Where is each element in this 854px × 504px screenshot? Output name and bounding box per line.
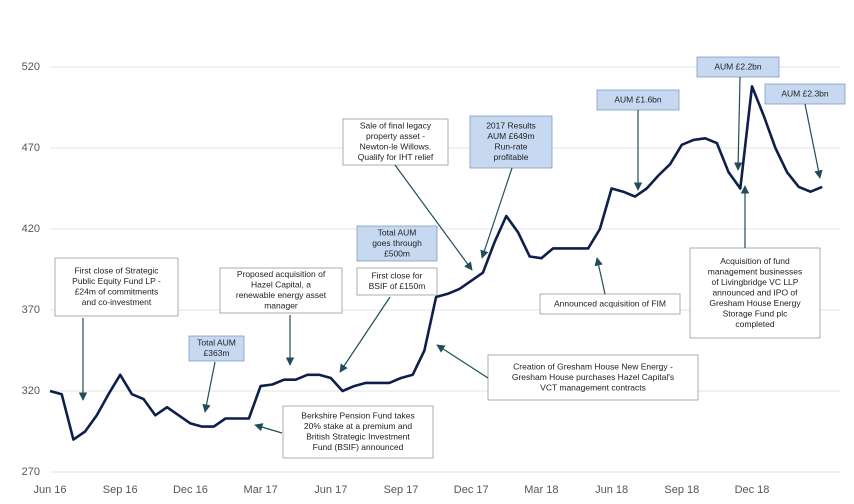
annotation-arrow bbox=[594, 257, 606, 295]
annotation-box bbox=[342, 118, 449, 166]
annotation-text: Total AUM bbox=[378, 227, 417, 237]
annotation-text: Hazel Capital, a bbox=[251, 280, 311, 290]
annotation-box bbox=[469, 115, 553, 169]
annotation-text: goes through bbox=[372, 238, 422, 248]
annotation-box bbox=[487, 354, 699, 401]
annotation-text: £500m bbox=[384, 248, 410, 258]
annotation-text: Run-rate bbox=[494, 142, 527, 152]
annotation-text: £24m of commitments bbox=[75, 287, 159, 297]
x-tick-label: Mar 18 bbox=[524, 484, 558, 496]
annotation-text: AUM £2.2bn bbox=[714, 61, 762, 71]
annotation-text: completed bbox=[735, 319, 774, 329]
annotation-box bbox=[356, 225, 438, 262]
annotation-text: management businesses bbox=[708, 266, 803, 276]
annotation: AUM £2.2bn bbox=[696, 56, 780, 171]
y-tick-label: 520 bbox=[22, 61, 40, 73]
x-tick-label: Sep 16 bbox=[103, 484, 138, 496]
annotation-text: Berkshire Pension Fund takes bbox=[301, 411, 414, 421]
annotation-text: profitable bbox=[494, 152, 529, 162]
annotation-text: Gresham House purchases Hazel Capital's bbox=[512, 372, 674, 382]
annotation-text: Total AUM bbox=[197, 338, 236, 348]
annotation-text: Storage Fund plc bbox=[723, 308, 788, 318]
annotation-box bbox=[689, 247, 821, 339]
annotation-text: and co-investment bbox=[82, 297, 152, 307]
annotation-text: Public Equity Fund LP - bbox=[72, 276, 161, 286]
annotation-arrow bbox=[202, 361, 216, 413]
annotation-box bbox=[188, 335, 245, 362]
annotation-box bbox=[696, 56, 780, 78]
annotation-box bbox=[219, 267, 343, 314]
x-tick-label: Sep 17 bbox=[384, 484, 419, 496]
annotation-text: Announced acquisition of FIM bbox=[554, 298, 666, 308]
x-tick-label: Jun 18 bbox=[595, 484, 628, 496]
data-line bbox=[49, 85, 823, 441]
annotation-text: £363m bbox=[204, 348, 230, 358]
annotation-arrow bbox=[339, 296, 391, 373]
annotation-arrow bbox=[254, 423, 283, 434]
x-tick-label: Dec 16 bbox=[173, 484, 208, 496]
annotation-arrow bbox=[480, 167, 513, 259]
y-tick-label: 420 bbox=[22, 223, 40, 235]
annotation-text: property asset - bbox=[366, 131, 425, 141]
annotation-text: BSIF of £150m bbox=[369, 281, 426, 291]
annotation: Creation of Gresham House New Energy -Gr… bbox=[436, 344, 699, 401]
annotation-text: manager bbox=[264, 301, 298, 311]
x-tick-label: Dec 18 bbox=[735, 484, 770, 496]
annotation-text: First close for bbox=[371, 271, 422, 281]
annotation: AUM £1.6bn bbox=[596, 89, 680, 191]
annotation-box bbox=[356, 267, 438, 296]
annotation-text: VCT management contracts bbox=[540, 382, 646, 392]
annotation-box bbox=[539, 293, 681, 315]
annotation-text: Creation of Gresham House New Energy - bbox=[513, 361, 673, 371]
annotation-text: renewable energy asset bbox=[236, 290, 327, 300]
annotation-text: AUM £1.6bn bbox=[614, 94, 662, 104]
annotation-arrow bbox=[804, 103, 823, 179]
annotation-text: British Strategic Investment bbox=[306, 432, 410, 442]
annotation-box bbox=[54, 257, 179, 317]
annotation-text: of Livingbridge VC LLP bbox=[712, 277, 799, 287]
annotation-arrow bbox=[436, 344, 489, 379]
annotation: AUM £2.3bn bbox=[764, 83, 846, 179]
annotation: Announced acquisition of FIM bbox=[539, 257, 681, 315]
x-tick-label: Jun 16 bbox=[33, 484, 66, 496]
annotation-text: announced and IPO of bbox=[712, 287, 798, 297]
x-tick-label: Dec 17 bbox=[454, 484, 489, 496]
annotation-text: 2017 Results bbox=[486, 121, 536, 131]
annotation-arrow bbox=[733, 76, 743, 171]
annotation-text: Qualify for IHT relief bbox=[358, 152, 434, 162]
annotation-text: Sale of final legacy bbox=[360, 121, 432, 131]
annotation-text: AUM £2.3bn bbox=[781, 88, 829, 98]
annotation-arrow bbox=[394, 164, 473, 271]
annotation: Total AUM£363m bbox=[188, 335, 245, 413]
annotation-text: Acquisition of fund bbox=[720, 256, 790, 266]
annotation-text: Fund (BSIF) announced bbox=[313, 442, 404, 452]
annotation-text: 20% stake at a premium and bbox=[304, 421, 412, 431]
x-tick-label: Jun 17 bbox=[314, 484, 347, 496]
annotation-text: Proposed acquisition of bbox=[237, 269, 326, 279]
annotation-text: Gresham House Energy bbox=[709, 298, 801, 308]
annotation-text: AUM £649m bbox=[487, 131, 534, 141]
annotation-text: Newton-le Willows. bbox=[360, 142, 432, 152]
y-tick-label: 320 bbox=[22, 385, 40, 397]
annotation-box bbox=[282, 405, 434, 459]
y-tick-label: 270 bbox=[22, 466, 40, 478]
annotation-text: First close of Strategic bbox=[74, 266, 159, 276]
x-tick-label: Mar 17 bbox=[243, 484, 277, 496]
y-tick-label: 370 bbox=[22, 304, 40, 316]
x-tick-label: Sep 18 bbox=[664, 484, 699, 496]
y-tick-label: 470 bbox=[22, 142, 40, 154]
